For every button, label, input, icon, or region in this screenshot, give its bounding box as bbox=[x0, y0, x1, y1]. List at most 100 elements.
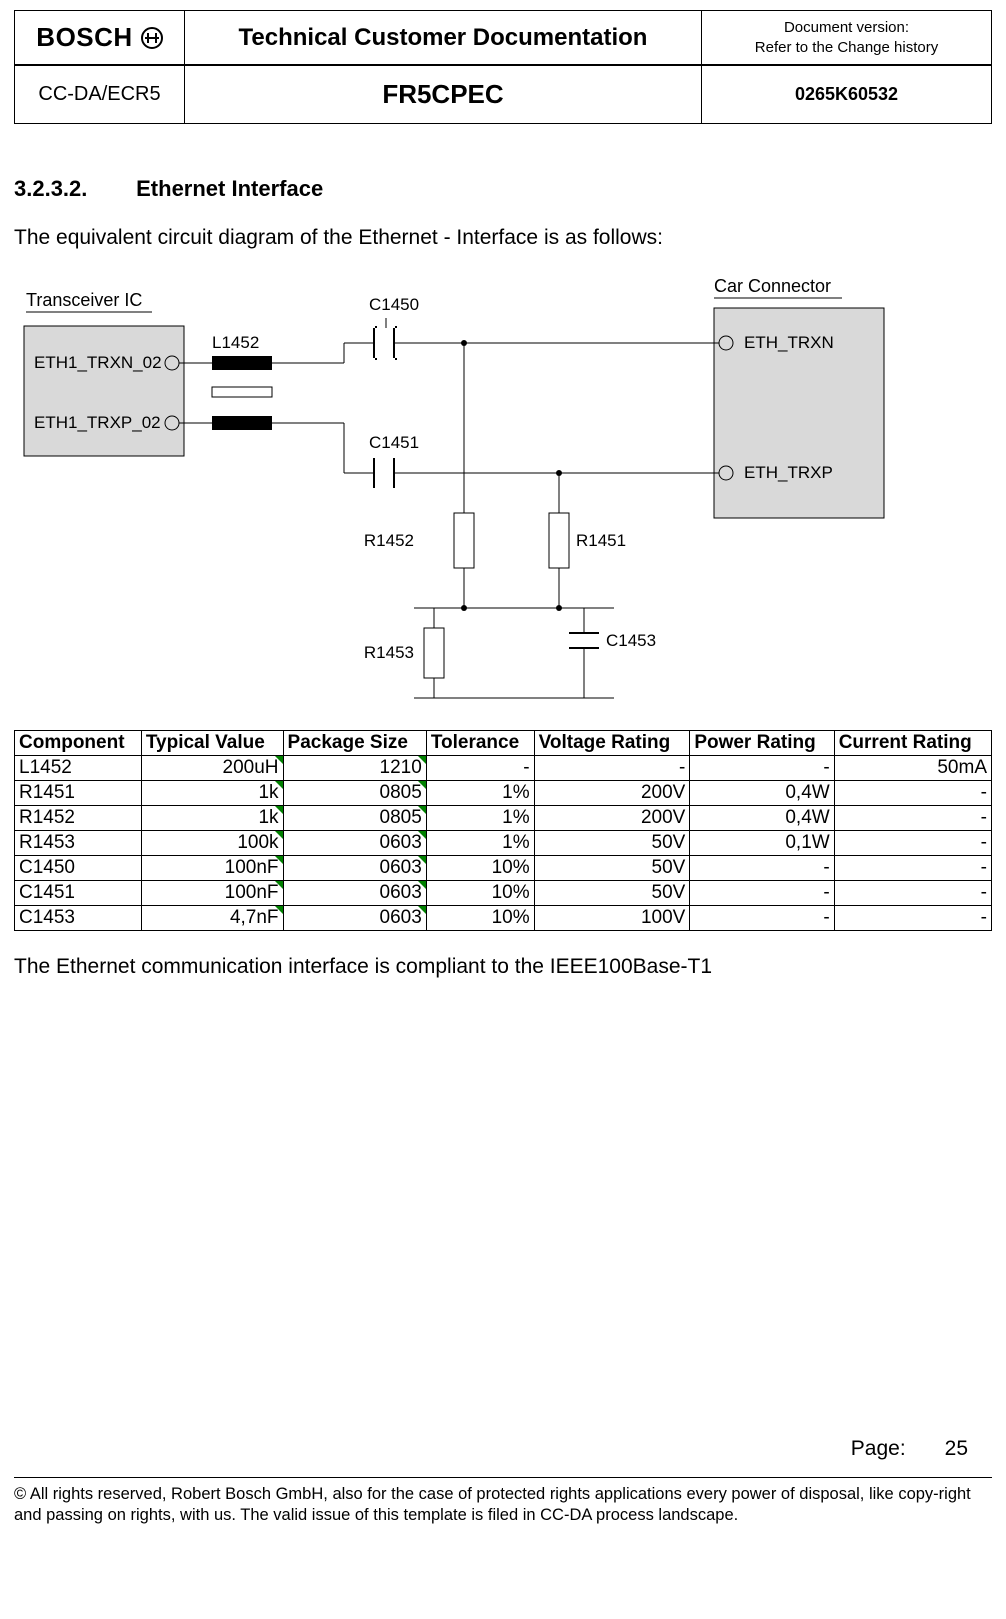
label-eth-trxn: ETH_TRXN bbox=[744, 333, 834, 352]
table-cell: C1451 bbox=[15, 881, 142, 906]
table-column-header: Package Size bbox=[283, 731, 426, 756]
header-table-2: CC-DA/ECR5 FR5CPEC 0265K60532 bbox=[14, 65, 992, 124]
table-cell: 0805 bbox=[283, 806, 426, 831]
table-body: L1452200uH1210---50mAR14511k08051%200V0,… bbox=[15, 756, 992, 931]
table-cell: - bbox=[690, 906, 834, 931]
table-row: L1452200uH1210---50mA bbox=[15, 756, 992, 781]
table-row: C1451100nF060310%50V-- bbox=[15, 881, 992, 906]
label-car-connector: Car Connector bbox=[714, 276, 831, 296]
page-label: Page: 25 bbox=[14, 1437, 992, 1461]
bosch-logo: BOSCH bbox=[36, 22, 162, 53]
label-c1450: C1450 bbox=[369, 295, 419, 314]
component-table: ComponentTypical ValuePackage SizeTolera… bbox=[14, 730, 992, 931]
table-cell: - bbox=[834, 856, 991, 881]
table-cell: 200V bbox=[534, 781, 690, 806]
table-cell: 0,1W bbox=[690, 831, 834, 856]
compliance-text: The Ethernet communication interface is … bbox=[14, 955, 992, 979]
section-heading: 3.2.3.2. Ethernet Interface bbox=[14, 176, 992, 202]
table-cell: 0603 bbox=[283, 856, 426, 881]
doc-partnum: 0265K60532 bbox=[702, 66, 992, 124]
table-cell: - bbox=[534, 756, 690, 781]
table-cell: 50mA bbox=[834, 756, 991, 781]
table-cell: 1% bbox=[426, 781, 534, 806]
table-cell: 1k bbox=[141, 806, 283, 831]
table-cell: - bbox=[690, 756, 834, 781]
table-cell: - bbox=[690, 881, 834, 906]
bosch-wordmark: BOSCH bbox=[36, 22, 132, 53]
table-cell: - bbox=[690, 856, 834, 881]
label-l1452: L1452 bbox=[212, 333, 259, 352]
table-cell: 10% bbox=[426, 881, 534, 906]
table-column-header: Component bbox=[15, 731, 142, 756]
table-header-row: ComponentTypical ValuePackage SizeTolera… bbox=[15, 731, 992, 756]
content: 3.2.3.2. Ethernet Interface The equivale… bbox=[14, 124, 992, 1525]
table-cell: 0,4W bbox=[690, 806, 834, 831]
label-transceiver: Transceiver IC bbox=[26, 290, 142, 310]
label-eth1-trxp: ETH1_TRXP_02 bbox=[34, 413, 161, 432]
table-cell: 50V bbox=[534, 831, 690, 856]
table-row: C14534,7nF060310%100V-- bbox=[15, 906, 992, 931]
doc-cc: CC-DA/ECR5 bbox=[15, 66, 185, 124]
label-r1452: R1452 bbox=[364, 531, 414, 550]
table-row: R14521k08051%200V0,4W- bbox=[15, 806, 992, 831]
table-cell: 100nF bbox=[141, 856, 283, 881]
table-cell: R1453 bbox=[15, 831, 142, 856]
page-number: 25 bbox=[945, 1437, 968, 1460]
table-cell: - bbox=[834, 881, 991, 906]
table-cell: R1451 bbox=[15, 781, 142, 806]
page: BOSCH Technical Customer Documentation D… bbox=[0, 0, 1006, 1539]
table-cell: 0603 bbox=[283, 906, 426, 931]
table-cell: 100k bbox=[141, 831, 283, 856]
table-column-header: Tolerance bbox=[426, 731, 534, 756]
label-r1453: R1453 bbox=[364, 643, 414, 662]
header-table-1: BOSCH Technical Customer Documentation D… bbox=[14, 10, 992, 65]
table-cell: 0,4W bbox=[690, 781, 834, 806]
copyright: © All rights reserved, Robert Bosch GmbH… bbox=[14, 1484, 992, 1525]
table-column-header: Current Rating bbox=[834, 731, 991, 756]
table-cell: 50V bbox=[534, 881, 690, 906]
table-cell: C1450 bbox=[15, 856, 142, 881]
circuit-diagram: Transceiver IC ETH1_TRXN_02 ETH1_TRXP_02… bbox=[14, 268, 992, 708]
label-c1451: C1451 bbox=[369, 433, 419, 452]
table-cell: 100V bbox=[534, 906, 690, 931]
table-cell: - bbox=[834, 781, 991, 806]
table-cell: 100nF bbox=[141, 881, 283, 906]
intro-text: The equivalent circuit diagram of the Et… bbox=[14, 226, 992, 250]
table-cell: R1452 bbox=[15, 806, 142, 831]
table-row: R14511k08051%200V0,4W- bbox=[15, 781, 992, 806]
bosch-symbol-icon bbox=[141, 27, 163, 49]
label-eth-trxp: ETH_TRXP bbox=[744, 463, 833, 482]
table-column-header: Typical Value bbox=[141, 731, 283, 756]
section-number: 3.2.3.2. bbox=[14, 176, 130, 202]
table-cell: 4,7nF bbox=[141, 906, 283, 931]
table-cell: - bbox=[834, 831, 991, 856]
table-row: R1453100k06031%50V0,1W- bbox=[15, 831, 992, 856]
logo-cell: BOSCH bbox=[15, 11, 185, 65]
table-row: C1450100nF060310%50V-- bbox=[15, 856, 992, 881]
label-eth1-trxn: ETH1_TRXN_02 bbox=[34, 353, 162, 372]
table-cell: 0603 bbox=[283, 881, 426, 906]
label-c1453: C1453 bbox=[606, 631, 656, 650]
table-cell: 1% bbox=[426, 806, 534, 831]
table-cell: L1452 bbox=[15, 756, 142, 781]
label-r1451: R1451 bbox=[576, 531, 626, 550]
table-cell: - bbox=[834, 906, 991, 931]
table-cell: 50V bbox=[534, 856, 690, 881]
table-cell: 0603 bbox=[283, 831, 426, 856]
table-cell: - bbox=[426, 756, 534, 781]
table-cell: 10% bbox=[426, 906, 534, 931]
page-label-text: Page: bbox=[851, 1437, 939, 1461]
table-cell: 1k bbox=[141, 781, 283, 806]
table-cell: - bbox=[834, 806, 991, 831]
section-title: Ethernet Interface bbox=[136, 176, 323, 201]
table-column-header: Voltage Rating bbox=[534, 731, 690, 756]
doc-version-label: Document version: bbox=[703, 18, 990, 38]
table-cell: 1% bbox=[426, 831, 534, 856]
table-cell: 10% bbox=[426, 856, 534, 881]
doc-partname: FR5CPEC bbox=[185, 66, 702, 124]
doc-version-cell: Document version: Refer to the Change hi… bbox=[702, 11, 992, 65]
footer-rule bbox=[14, 1477, 992, 1478]
table-cell: 1210 bbox=[283, 756, 426, 781]
doc-version-note: Refer to the Change history bbox=[703, 38, 990, 58]
table-cell: 0805 bbox=[283, 781, 426, 806]
